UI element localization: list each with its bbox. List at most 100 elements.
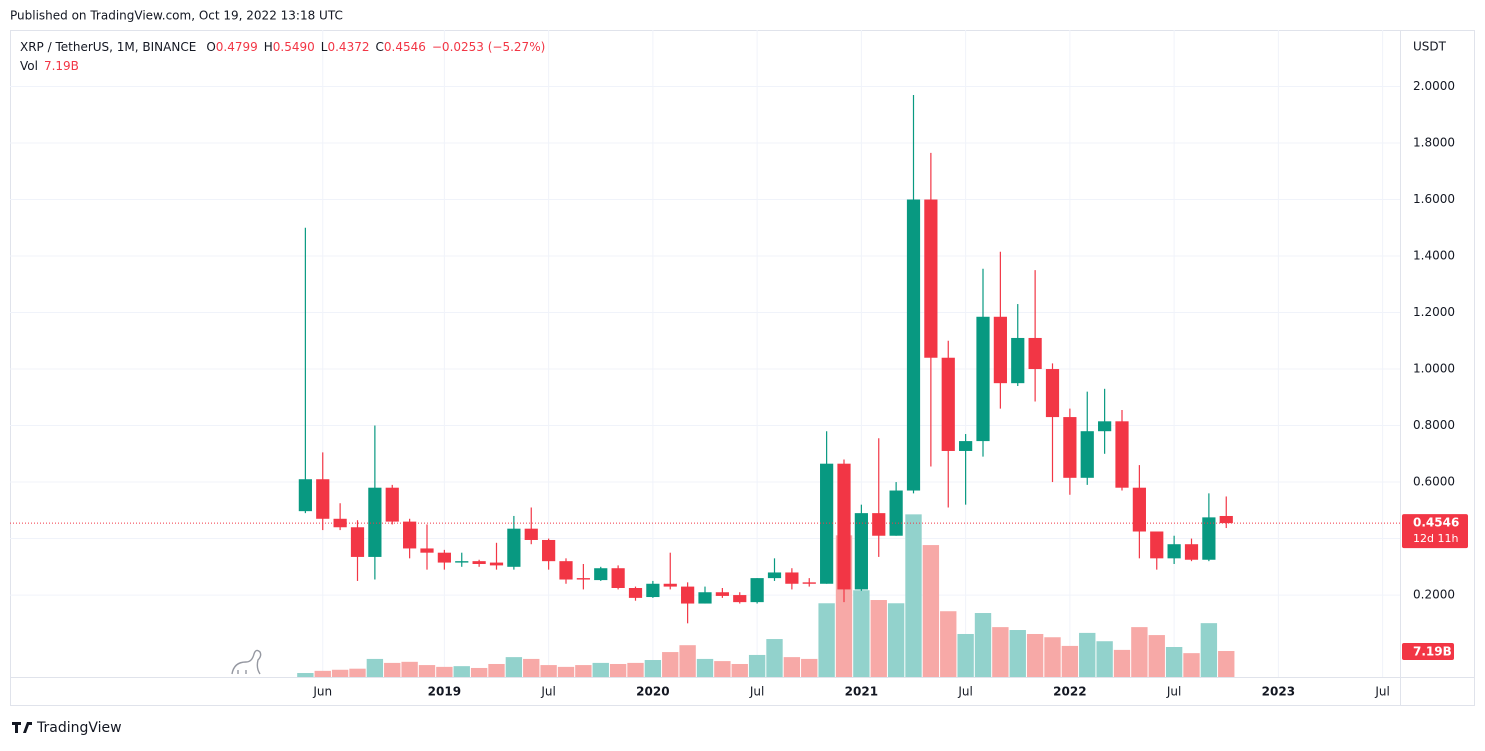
- volume-bar: [1165, 646, 1183, 677]
- candle-body: [993, 316, 1007, 384]
- candle-body: [316, 479, 330, 519]
- candle-body: [1045, 369, 1060, 418]
- ohlc-key: O: [206, 40, 215, 54]
- volume-bar: [766, 639, 783, 677]
- candle-body: [455, 561, 469, 563]
- volume-bar: [731, 663, 748, 677]
- candle-body: [1115, 421, 1129, 488]
- volume-bar: [940, 611, 957, 677]
- volume-bar: [331, 669, 349, 677]
- volume-bar: [557, 666, 575, 677]
- volume-pane: [297, 514, 1235, 677]
- volume-bar: [627, 662, 644, 677]
- x-tick-label: Jun: [312, 685, 332, 699]
- volume-bar: [401, 661, 418, 677]
- volume-bar: [384, 662, 401, 677]
- volume-bar: [887, 603, 905, 677]
- volume-bar: [314, 670, 331, 677]
- legend: XRP / TetherUS, 1M, BINANCE O0.4799 H0.549…: [20, 40, 545, 54]
- volume-bar: [870, 600, 887, 677]
- candle-body: [628, 588, 643, 598]
- y-tick-label: 0.6000: [1413, 475, 1455, 489]
- last-volume-tag: [1402, 643, 1454, 661]
- y-tick-label: 1.6000: [1413, 192, 1455, 206]
- volume-bar: [662, 652, 679, 677]
- candle-body: [576, 578, 590, 580]
- candle-body: [542, 539, 556, 562]
- y-tick-label: 1.8000: [1413, 136, 1455, 150]
- candle-body: [889, 490, 903, 536]
- volume-bar: [1044, 637, 1061, 677]
- volume-bar: [644, 660, 662, 677]
- candles: [10, 94, 1400, 624]
- ohlc-key: C: [375, 40, 383, 54]
- y-tick-label: 2.0000: [1413, 79, 1455, 93]
- x-tick-label: Jul: [749, 685, 764, 699]
- x-tick-label: 2022: [1053, 685, 1086, 699]
- volume-value: 7.19B: [44, 59, 79, 73]
- volume-bar: [1131, 627, 1148, 677]
- candle-body: [906, 199, 921, 491]
- candle-body: [698, 592, 712, 604]
- volume-bar: [470, 667, 488, 677]
- last-price-label: 0.4546: [1413, 516, 1459, 530]
- candle-body: [420, 548, 434, 553]
- candle-body: [785, 572, 799, 584]
- candle-body: [976, 316, 990, 442]
- candle-body: [1150, 531, 1164, 559]
- volume-bar: [488, 663, 505, 677]
- dino-icon: [231, 649, 262, 675]
- axes: 0.20000.40000.60000.80001.00001.20001.40…: [312, 79, 1468, 699]
- candle-body: [403, 521, 417, 549]
- candle-body: [350, 527, 365, 557]
- volume-bar: [366, 658, 384, 677]
- candle-body: [524, 528, 538, 540]
- candle-body: [767, 572, 782, 579]
- volume-bar: [1218, 651, 1235, 677]
- candle-body: [489, 562, 504, 566]
- x-tick-label: Jul: [1374, 685, 1389, 699]
- volume-bar: [523, 658, 540, 677]
- candle-body: [1184, 544, 1199, 560]
- x-tick-label: 2023: [1262, 685, 1295, 699]
- volume-bar: [540, 665, 557, 677]
- x-tick-label: Jul: [540, 685, 555, 699]
- y-tick-label: 1.4000: [1413, 249, 1455, 263]
- candle-body: [854, 513, 868, 590]
- volume-bar: [974, 613, 992, 677]
- candle-body: [646, 583, 660, 598]
- volume-bar: [1079, 632, 1096, 677]
- candle-body: [1219, 515, 1233, 524]
- volume-key: Vol: [20, 59, 38, 73]
- candle-body: [507, 528, 521, 567]
- candle-body: [1011, 337, 1025, 384]
- candle-body: [1080, 431, 1094, 478]
- volume-bar: [957, 633, 974, 677]
- ohlc-value: 0.4546: [384, 40, 426, 54]
- y-tick-label: 1.2000: [1413, 305, 1455, 319]
- y-tick-label: 1.0000: [1413, 362, 1455, 376]
- volume-bar: [575, 665, 592, 677]
- volume-bar: [436, 666, 453, 677]
- x-tick-label: 2019: [428, 685, 461, 699]
- volume-bar: [1200, 623, 1218, 677]
- volume-bar: [349, 668, 366, 677]
- candle-body: [733, 595, 747, 603]
- volume-bar: [922, 545, 940, 677]
- candle-body: [1098, 421, 1112, 432]
- ohlc-key: H: [264, 40, 273, 54]
- volume-bar: [505, 657, 523, 677]
- change: −0.0253 (−5.27%): [432, 40, 545, 54]
- candle-body: [681, 586, 695, 604]
- volume-bar: [1061, 645, 1079, 677]
- volume-bar: [905, 514, 922, 677]
- y-tick-label: 0.8000: [1413, 418, 1455, 432]
- candle-body: [368, 487, 382, 557]
- candle-body: [611, 568, 625, 589]
- candle-body: [1132, 487, 1146, 532]
- brand-logo: [12, 722, 32, 733]
- volume-bar: [1009, 630, 1026, 677]
- ohlc-value: 0.4799: [216, 40, 258, 54]
- volume-bar: [853, 590, 870, 677]
